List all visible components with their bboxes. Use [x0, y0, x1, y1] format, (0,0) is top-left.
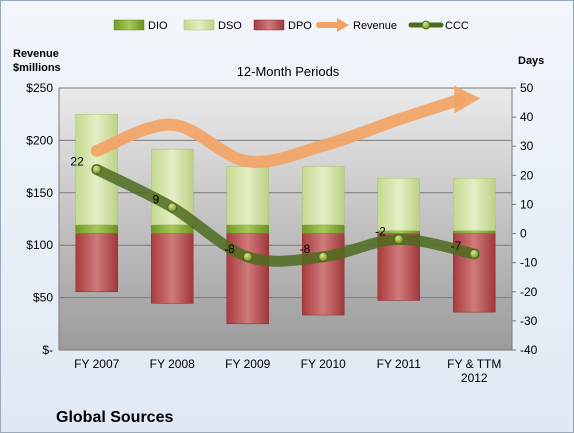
right-tick-label: 20	[520, 168, 534, 182]
dio-bar	[302, 224, 345, 234]
right-tick-label: -30	[520, 314, 538, 328]
ccc-data-label: -8	[224, 242, 235, 256]
legend-swatch	[113, 19, 145, 31]
ccc-point	[242, 251, 253, 262]
legend-label: Revenue	[353, 20, 397, 32]
dso-bar	[453, 177, 496, 231]
left-tick-label: $50	[33, 291, 53, 305]
legend-item-dio: DIO	[113, 19, 168, 32]
ccc-data-label: -8	[300, 242, 311, 256]
left-tick-label: $200	[26, 133, 53, 147]
ccc-series: 22 9 -8 -8 -2 -7	[70, 155, 480, 267]
dpo-bar	[302, 233, 345, 316]
legend-arrowhead	[337, 18, 349, 32]
ccc-data-label: -7	[451, 239, 462, 253]
category-label: FY 2007	[74, 357, 119, 371]
ccc-data-label: 9	[153, 192, 160, 206]
legend-marker	[421, 20, 431, 30]
chart-title: 12-Month Periods	[237, 64, 340, 79]
revenue-arrowhead	[454, 85, 481, 114]
legend-item-revenue: Revenue	[316, 18, 397, 32]
category-label: FY 2009	[225, 357, 270, 371]
left-axis-label-line2: $millions	[13, 62, 61, 74]
plot-area	[59, 88, 512, 350]
dio-bar	[453, 230, 496, 234]
company-name: Global Sources	[56, 409, 173, 426]
legend-label: DSO	[218, 20, 242, 32]
legend-swatch	[253, 19, 285, 31]
right-tick-label: -40	[520, 343, 538, 357]
right-axis-label: Days	[518, 55, 544, 67]
dio-bar	[151, 224, 194, 234]
category-label: FY 2010	[301, 357, 346, 371]
dso-bar	[302, 166, 345, 226]
left-tick-label: $-	[42, 343, 53, 357]
right-tick-label: 50	[520, 81, 534, 95]
category-label: FY 2011	[377, 357, 422, 371]
legend-label: CCC	[445, 20, 469, 32]
left-tick-label: $250	[26, 81, 53, 95]
dpo-bar	[75, 233, 118, 293]
ccc-data-label: -2	[375, 224, 386, 238]
legend-item-dso: DSO	[183, 19, 242, 32]
left-tick-label: $100	[26, 238, 53, 252]
legend: DIO DSO DPO Revenue CCC	[113, 18, 469, 32]
right-tick-label: 40	[520, 110, 534, 124]
dso-bar	[226, 166, 269, 226]
ccc-point	[469, 248, 480, 259]
dio-bar	[75, 224, 118, 234]
ccc-point	[318, 251, 329, 262]
revenue-line	[90, 93, 467, 168]
legend-swatch	[183, 19, 215, 31]
ccc-data-label: 22	[70, 155, 84, 169]
category-label: FY 2008	[150, 357, 195, 371]
left-axis-label-line1: Revenue	[13, 48, 59, 60]
right-tick-label: 30	[520, 139, 534, 153]
legend-label: DIO	[148, 20, 168, 32]
right-tick-label: 0	[520, 227, 527, 241]
dpo-bar	[151, 233, 194, 304]
revenue-series	[90, 85, 481, 168]
category-label: FY & TTM 2012	[447, 357, 501, 385]
dso-bar	[377, 177, 420, 231]
ccc-point	[91, 164, 102, 175]
right-tick-label: -20	[520, 285, 538, 299]
axes: $250 $200 $150 $100 $50 $- 50 40 30 20 10 0 -10 -20 -3…	[26, 81, 537, 385]
ccc-point	[167, 202, 178, 213]
legend-label: DPO	[288, 20, 312, 32]
legend-item-ccc: CCC	[408, 20, 469, 32]
legend-item-dpo: DPO	[253, 19, 312, 32]
ccc-point	[393, 234, 404, 245]
dio-bar	[226, 224, 269, 234]
right-tick-label: 10	[520, 197, 534, 211]
right-tick-label: -10	[520, 256, 538, 270]
left-tick-label: $150	[26, 186, 53, 200]
